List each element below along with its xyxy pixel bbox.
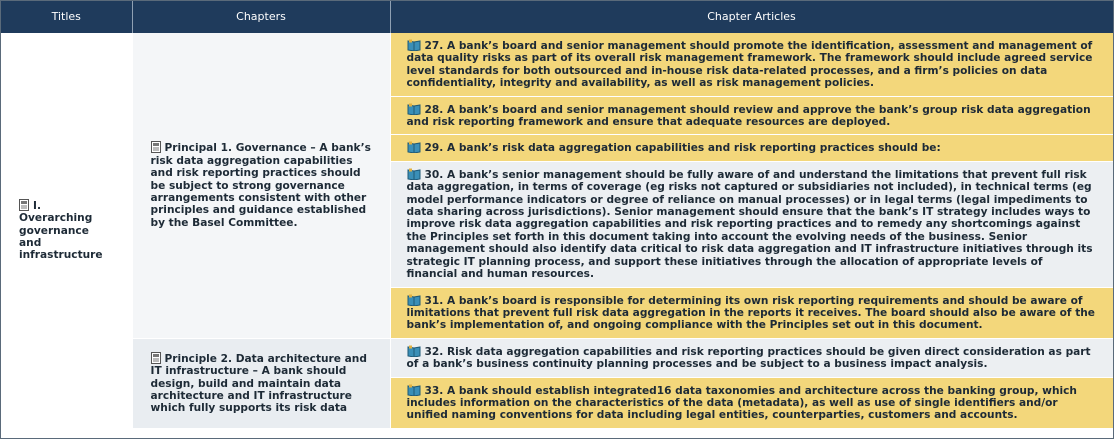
article-row: 31. A bank’s board is responsible for de…: [1, 287, 1113, 339]
article: 27. A bank’s board and senior management…: [390, 33, 1113, 97]
column-header: Chapter Articles: [390, 1, 1113, 33]
column-header: Titles: [1, 1, 133, 33]
article-row: I. Overarching governance and infrastruc…: [1, 33, 1113, 429]
article-row: 29. A bank’s risk data aggregation capab…: [1, 134, 1113, 162]
articles-table: Titles Chapters Chapter Articles I. Over…: [1, 1, 1113, 429]
column-header: Chapters: [132, 1, 391, 33]
article-text: 28. A bank’s board and senior management…: [406, 103, 1091, 129]
doc-icon: [150, 141, 161, 154]
article-text: 27. A bank’s board and senior management…: [406, 40, 1093, 90]
book-icon: [407, 168, 420, 180]
article: 33. A bank should establish integrated16…: [390, 377, 1113, 429]
article-text: 30. A bank’s senior management should be…: [406, 168, 1093, 281]
book-icon: [407, 39, 420, 51]
article-row: Principle 2. Data architecture and IT in…: [1, 338, 1113, 429]
book-icon: [407, 345, 420, 357]
chapter: Principal 1. Governance – A bank’s risk …: [132, 33, 391, 339]
article-row: 33. A bank should establish integrated16…: [1, 377, 1113, 429]
section-title: I. Overarching governance and infrastruc…: [1, 33, 133, 429]
book-icon: [407, 141, 420, 154]
chapter: Principle 2. Data architecture and IT in…: [132, 338, 391, 429]
article-text: 29. A bank’s risk data aggregation capab…: [424, 142, 941, 155]
article: 29. A bank’s risk data aggregation capab…: [390, 134, 1113, 162]
article: 28. A bank’s board and senior management…: [390, 96, 1113, 136]
article-text: 32. Risk data aggregation capabilities a…: [406, 345, 1091, 371]
doc-icon: [150, 351, 161, 364]
header-row: Titles Chapters Chapter Articles: [1, 1, 1113, 33]
article: 31. A bank’s board is responsible for de…: [390, 287, 1113, 339]
doc-icon: [19, 198, 29, 211]
article-row: 30. A bank’s senior management should be…: [1, 161, 1113, 288]
chapter-text: Principal 1. Governance – A bank’s risk …: [150, 142, 371, 229]
section-title-text: I. Overarching governance and infrastruc…: [19, 199, 103, 262]
chapter-text: Principle 2. Data architecture and IT in…: [150, 352, 367, 415]
article: 32. Risk data aggregation capabilities a…: [390, 338, 1113, 378]
article-text: 33. A bank should establish integrated16…: [406, 384, 1077, 422]
book-icon: [407, 384, 420, 396]
article-row: 28. A bank’s board and senior management…: [1, 96, 1113, 136]
book-icon: [407, 294, 420, 306]
book-icon: [407, 103, 420, 115]
article: 30. A bank’s senior management should be…: [390, 161, 1113, 288]
article-text: 31. A bank’s board is responsible for de…: [406, 294, 1096, 332]
